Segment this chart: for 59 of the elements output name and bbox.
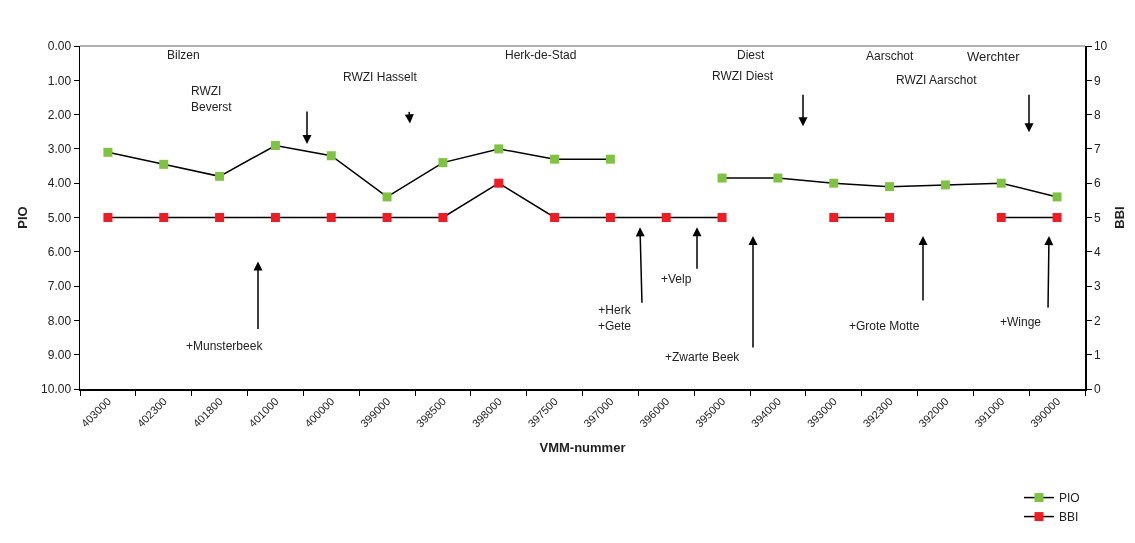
annotation: +Winge (1000, 315, 1042, 329)
y2-tick-label: 3 (1093, 279, 1101, 294)
x-axis-title: VMM-nummer (539, 439, 626, 455)
y2-axis-title: BBI (1111, 206, 1127, 229)
point (885, 182, 895, 192)
annotation: Aarschot (866, 49, 915, 63)
point (438, 158, 448, 168)
point (494, 144, 504, 154)
annotation: Diest (737, 48, 766, 62)
y-axis-title: PIO (15, 206, 31, 229)
point (382, 192, 392, 202)
y2-tick-label: 5 (1093, 210, 1101, 225)
annotation: RWZI Beverst (191, 84, 233, 114)
y-tick-label: 0.00 (47, 39, 72, 54)
point (215, 171, 225, 181)
legend-label: PIO (1059, 491, 1080, 506)
y2-tick-label: 0 (1093, 382, 1101, 397)
annotation: RWZI Aarschot (896, 73, 978, 87)
y2-tick-label: 6 (1093, 176, 1101, 191)
y2-tick-label: 10 (1093, 39, 1108, 54)
point (159, 159, 169, 169)
y-tick-label: 8.00 (47, 313, 72, 328)
y-tick-label: 6.00 (47, 245, 72, 259)
y2-tick-label: 4 (1093, 245, 1101, 259)
point (103, 147, 113, 157)
point (773, 173, 783, 183)
annotation: +Zwarte Beek (665, 350, 741, 364)
y2-tick-label: 2 (1093, 313, 1101, 328)
annotation: +Grote Motte (849, 319, 920, 333)
legend-label: BBI (1059, 510, 1079, 525)
point (829, 178, 839, 188)
annotation: Bilzen (167, 48, 200, 62)
y2-tick-label: 1 (1093, 347, 1101, 362)
y-tick-label: 4.00 (47, 176, 72, 191)
annotation: RWZI Hasselt (343, 70, 418, 84)
point (717, 173, 727, 183)
y-tick-label: 5.00 (47, 210, 72, 225)
point (996, 178, 1006, 188)
y2-tick-label: 7 (1093, 142, 1101, 157)
point (270, 140, 280, 150)
annotation: RWZI Diest (712, 69, 774, 83)
y-tick-label: 9.00 (47, 347, 72, 362)
point (1052, 192, 1062, 202)
point (326, 151, 336, 161)
annotation: Werchter (967, 49, 1021, 64)
annotation: +Herk +Gete (598, 303, 632, 333)
annotation: Herk-de-Stad (505, 48, 577, 62)
y-tick-label: 2.00 (47, 107, 72, 122)
y-tick-label: 7.00 (47, 279, 72, 294)
point (550, 154, 560, 164)
y-tick-label: 1.00 (47, 73, 72, 88)
point (605, 154, 615, 164)
annotation: +Velp (661, 272, 692, 286)
point (940, 180, 950, 190)
y-tick-label: 3.00 (47, 142, 72, 157)
y2-tick-label: 9 (1093, 73, 1101, 88)
y2-tick-label: 8 (1093, 107, 1101, 122)
y-tick-label: 10.00 (41, 382, 72, 397)
annotation: +Munsterbeek (186, 339, 264, 353)
